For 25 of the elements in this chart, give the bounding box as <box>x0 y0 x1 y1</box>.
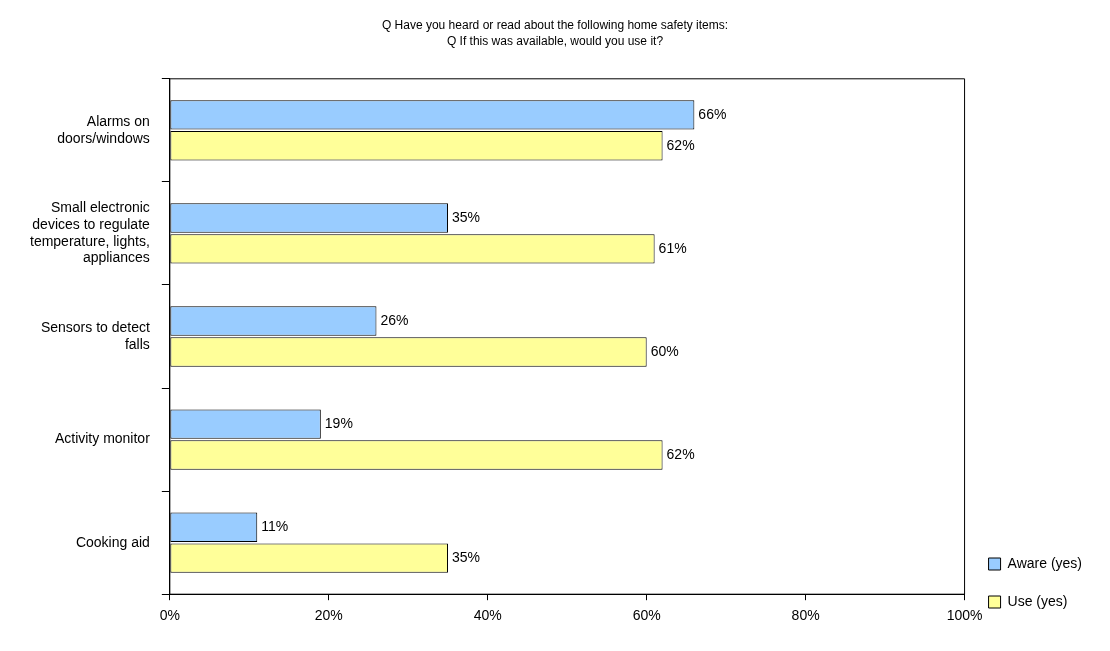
data-label: 19% <box>324 414 353 431</box>
data-label: 66% <box>698 105 727 122</box>
x-tick-label: 60% <box>632 607 661 624</box>
x-tick-label: 40% <box>473 607 502 624</box>
data-label: 35% <box>451 548 481 565</box>
data-label: 11% <box>261 518 289 535</box>
chart-subtitle: Q If this was available, would you use it? <box>446 33 664 48</box>
legend-label: Aware (yes) <box>1007 554 1083 571</box>
legend-label: Use (yes) <box>1007 592 1068 609</box>
data-label: 62% <box>666 136 695 153</box>
data-label: 61% <box>658 239 687 256</box>
x-tick-label: 20% <box>314 607 343 624</box>
y-tick-label: Sensors to detect falls <box>40 318 150 352</box>
y-tick-label: Alarms on doors/windows <box>57 112 150 146</box>
data-label: 26% <box>380 311 409 328</box>
x-tick-label: 80% <box>791 607 820 624</box>
y-tick-label: Small electronic devices to regulate temperature, lights, appliances <box>29 199 151 266</box>
data-label: 62% <box>666 445 695 462</box>
chart-title: Q Have you heard or read about the following home safety items: <box>381 17 729 32</box>
data-label: 35% <box>451 208 481 225</box>
y-tick-label: Activity monitor <box>54 430 151 447</box>
x-tick-label: 100% <box>946 607 983 624</box>
x-tick-label: 0% <box>159 607 180 624</box>
y-tick-label: Cooking aid <box>75 533 150 550</box>
data-label: 60% <box>650 342 679 359</box>
